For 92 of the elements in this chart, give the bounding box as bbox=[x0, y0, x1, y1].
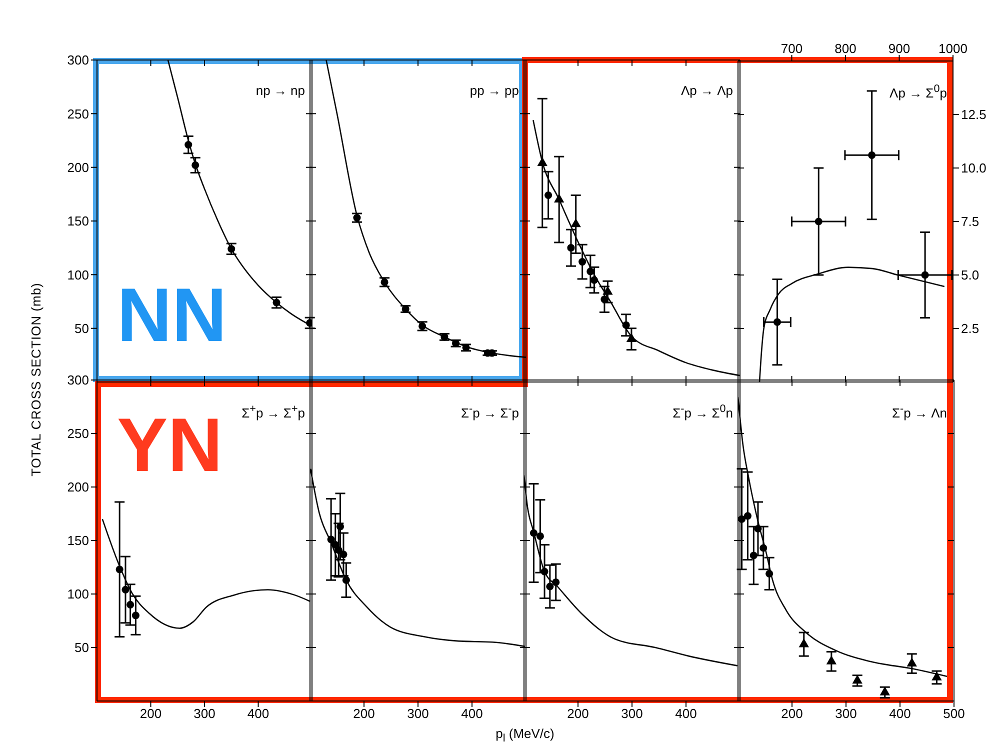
text: Σ$^{-}$p → Σ$^{0}$n bbox=[672, 403, 733, 420]
point bbox=[554, 194, 564, 202]
x-tick-label: 300 bbox=[621, 706, 643, 722]
x-tick-label: 300 bbox=[835, 706, 857, 722]
y-tick-label: 250 bbox=[67, 426, 89, 442]
point bbox=[552, 578, 560, 586]
point bbox=[132, 612, 140, 620]
y-tick-label: 250 bbox=[67, 106, 89, 122]
x-tick-label: 200 bbox=[567, 706, 589, 722]
text: Σ$^{-}$p → Λn bbox=[892, 403, 947, 420]
point bbox=[536, 532, 544, 540]
x-tick-label: 200 bbox=[353, 706, 375, 722]
annotation: YN bbox=[117, 403, 223, 488]
x-tick-label: 200 bbox=[140, 706, 162, 722]
x-tick-label: 900 bbox=[888, 41, 910, 56]
point bbox=[336, 522, 344, 530]
point bbox=[906, 658, 917, 666]
point bbox=[567, 244, 575, 252]
text: Σ$^{+}$p → Σ$^{+}$p bbox=[242, 403, 305, 420]
point bbox=[228, 245, 236, 253]
y-tick-label: 5.0 bbox=[961, 268, 980, 283]
point bbox=[540, 568, 548, 576]
point bbox=[602, 286, 613, 295]
point bbox=[798, 638, 809, 648]
point bbox=[852, 674, 862, 684]
y-tick-label: 200 bbox=[67, 480, 89, 495]
point bbox=[116, 566, 124, 574]
point bbox=[600, 296, 608, 304]
y-tick-label: 150 bbox=[67, 533, 89, 548]
point bbox=[626, 333, 637, 342]
annotation: NN bbox=[117, 273, 227, 358]
x-tick-label: 700 bbox=[780, 41, 803, 56]
y-tick-label: 100 bbox=[67, 267, 89, 282]
x-tick-label: 400 bbox=[247, 706, 270, 722]
point bbox=[814, 218, 822, 226]
point bbox=[622, 321, 630, 329]
point bbox=[192, 161, 200, 169]
text: Λp → Λp bbox=[680, 83, 733, 98]
point bbox=[590, 276, 598, 284]
point bbox=[537, 157, 548, 166]
point bbox=[750, 552, 758, 560]
point bbox=[334, 546, 342, 554]
x-tick-label: 1000 bbox=[938, 41, 968, 56]
point bbox=[766, 570, 774, 578]
point bbox=[184, 141, 192, 149]
x-tick-label: 300 bbox=[194, 706, 216, 722]
point bbox=[738, 515, 746, 523]
text: pp → pp bbox=[470, 83, 519, 98]
point bbox=[826, 656, 837, 664]
point bbox=[272, 298, 280, 306]
y-tick-label: 50 bbox=[74, 640, 89, 656]
y-axis-title: TOTAL CROSS SECTION (mb) bbox=[28, 282, 44, 478]
point bbox=[932, 672, 942, 680]
y-tick-label: 200 bbox=[67, 160, 89, 175]
point bbox=[126, 600, 134, 608]
point bbox=[921, 271, 929, 279]
point bbox=[332, 541, 340, 549]
point bbox=[122, 586, 130, 594]
y-tick-label: 300 bbox=[67, 52, 89, 68]
point bbox=[570, 218, 581, 228]
x-tick-label: 800 bbox=[834, 41, 856, 56]
point bbox=[880, 686, 890, 696]
x-tick-label: 500 bbox=[943, 706, 965, 722]
point bbox=[327, 536, 335, 544]
y-tick-label: 300 bbox=[67, 372, 89, 388]
y-tick-label: 100 bbox=[67, 586, 89, 602]
point bbox=[544, 191, 552, 200]
x-tick-label: 400 bbox=[675, 706, 697, 722]
x-tick-label: 400 bbox=[461, 706, 483, 722]
y-tick-label: 7.5 bbox=[961, 214, 980, 230]
text: np → np bbox=[256, 83, 305, 98]
point bbox=[578, 258, 586, 266]
point bbox=[530, 529, 538, 537]
point bbox=[868, 151, 876, 159]
y-tick-label: 12.5 bbox=[961, 107, 986, 122]
x-tick-label: 200 bbox=[781, 706, 803, 722]
x-tick-label: 300 bbox=[407, 706, 429, 722]
point bbox=[342, 576, 350, 584]
y-tick-label: 50 bbox=[74, 320, 89, 336]
point bbox=[754, 524, 762, 533]
y-tick-label: 150 bbox=[67, 214, 89, 229]
point bbox=[546, 582, 554, 590]
x-tick-label: 400 bbox=[889, 706, 911, 722]
y-tick-label: 10.0 bbox=[961, 160, 986, 176]
point bbox=[744, 512, 752, 520]
text: Σ$^{-}$p → Σ$^{-}$p bbox=[461, 403, 519, 420]
point bbox=[586, 268, 594, 276]
text: Λp → Σ$^{0}$p bbox=[890, 83, 947, 100]
point bbox=[760, 544, 768, 552]
y-tick-label: 2.5 bbox=[961, 321, 980, 336]
point bbox=[773, 318, 782, 326]
x-axis-title: p$_{l}$ (MeV/c) bbox=[494, 726, 556, 745]
